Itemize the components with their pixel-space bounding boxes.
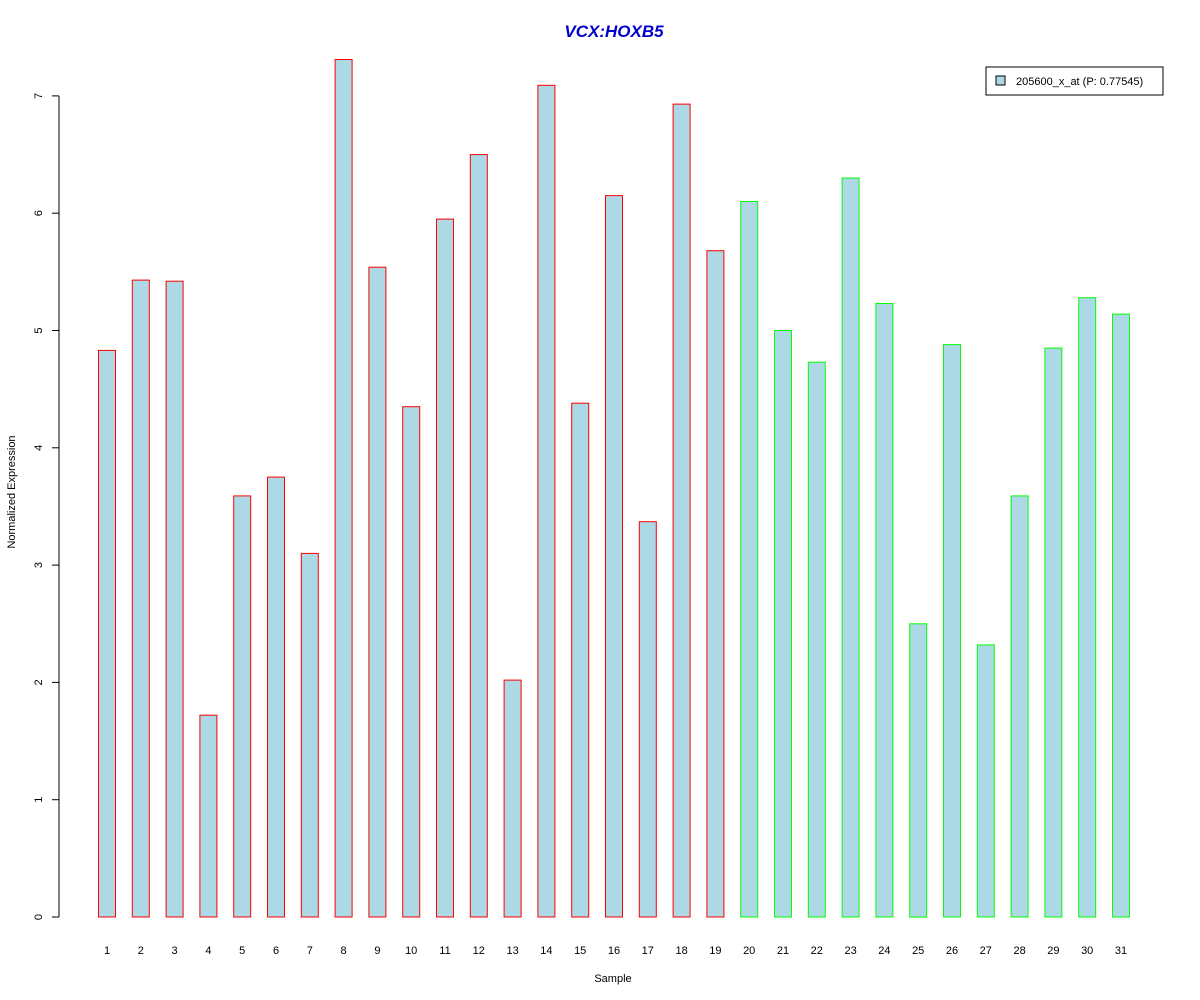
x-tick-label: 1	[104, 945, 110, 957]
bar-sample-9	[368, 266, 387, 918]
bar-sample-27	[976, 644, 995, 918]
x-tick-label: 14	[540, 945, 552, 957]
bar-sample-4	[199, 714, 218, 918]
chart-title: VCX:HOXB5	[564, 22, 664, 41]
legend-box	[985, 66, 1164, 96]
x-tick-label: 28	[1013, 945, 1025, 957]
legend: 205600_x_at (P: 0.77545)	[985, 66, 1164, 96]
bar-sample-3	[165, 280, 184, 918]
bars	[98, 59, 1130, 918]
y-tick-label: 5	[33, 327, 45, 333]
x-tick-label: 16	[608, 945, 620, 957]
bar-sample-26	[943, 344, 961, 918]
bar-sample-18	[672, 103, 691, 918]
bar-sample-20	[740, 201, 759, 918]
y-tick-label: 3	[33, 562, 45, 568]
bar-sample-31	[1112, 313, 1130, 918]
x-axis-label: Sample	[594, 973, 631, 985]
y-tick-label: 0	[33, 914, 45, 920]
bar-sample-15	[571, 402, 590, 918]
bar-sample-2	[131, 279, 150, 918]
x-tick-label: 30	[1081, 945, 1093, 957]
bar-sample-6	[267, 476, 285, 918]
y-tick-label: 1	[33, 797, 45, 803]
x-tick-label: 13	[506, 945, 518, 957]
bar-sample-30	[1078, 297, 1097, 918]
x-tick-label: 21	[777, 945, 789, 957]
bar-sample-1	[98, 349, 116, 918]
x-tick-label: 2	[138, 945, 144, 957]
x-tick-label: 23	[844, 945, 856, 957]
bar-sample-16	[605, 195, 623, 918]
x-tick-label: 8	[341, 945, 347, 957]
x-tick-label: 27	[980, 945, 992, 957]
x-tick-label: 31	[1115, 945, 1127, 957]
x-tick-label: 6	[273, 945, 279, 957]
bar-sample-24	[875, 303, 894, 918]
bar-sample-19	[706, 250, 725, 918]
x-tick-label: 29	[1047, 945, 1059, 957]
bar-sample-7	[300, 552, 319, 918]
bar-sample-17	[638, 521, 657, 918]
bar-sample-25	[909, 623, 928, 918]
x-tick-label: 7	[307, 945, 313, 957]
x-tick-label: 3	[172, 945, 178, 957]
bar-sample-14	[537, 84, 556, 918]
x-tick-label: 4	[205, 945, 211, 957]
x-tick-label: 15	[574, 945, 586, 957]
bar-sample-21	[774, 330, 792, 918]
y-tick-label: 6	[33, 210, 45, 216]
x-tick-label: 17	[642, 945, 654, 957]
x-tick-label: 18	[675, 945, 687, 957]
bar-sample-13	[503, 679, 522, 918]
bar-sample-12	[469, 154, 488, 918]
bar-sample-23	[841, 177, 860, 918]
legend-swatch	[995, 75, 1006, 86]
x-axis-tick-labels: 1 2 3 4 5 6 7 8 9 10 11 12 13 14 15 16 17 18 19 20 21 22 23 24 2…	[104, 945, 1127, 957]
x-tick-label: 25	[912, 945, 924, 957]
x-tick-label: 19	[709, 945, 721, 957]
x-tick-label: 26	[946, 945, 958, 957]
x-tick-label: 20	[743, 945, 755, 957]
bar-sample-29	[1044, 347, 1063, 918]
y-axis-label: Normalized Expression	[6, 435, 18, 548]
bar-sample-22	[807, 361, 826, 918]
x-tick-label: 12	[473, 945, 485, 957]
legend-entry-label: 205600_x_at (P: 0.77545)	[1016, 76, 1143, 88]
x-tick-label: 11	[439, 945, 450, 957]
x-tick-label: 5	[239, 945, 245, 957]
y-tick-label: 2	[33, 679, 45, 685]
x-tick-label: 9	[374, 945, 380, 957]
y-tick-label: 4	[33, 445, 45, 451]
y-tick-label: 7	[33, 93, 45, 99]
y-axis: 0 1 2 3 4 5 6 7	[33, 93, 60, 920]
x-tick-label: 10	[405, 945, 417, 957]
bar-sample-8	[334, 59, 353, 918]
bar-sample-28	[1010, 495, 1029, 918]
bar-sample-5	[233, 495, 252, 918]
bar-sample-10	[402, 406, 421, 918]
x-tick-label: 22	[811, 945, 823, 957]
x-tick-label: 24	[878, 945, 890, 957]
bar-sample-11	[436, 218, 454, 918]
